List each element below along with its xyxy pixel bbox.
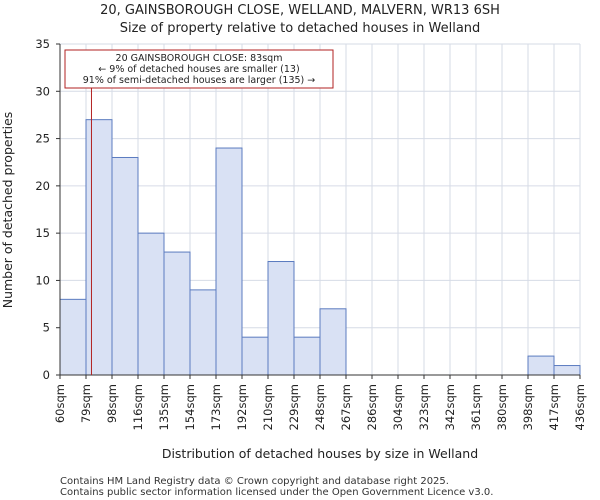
y-tick-label: 0 xyxy=(43,368,50,382)
x-tick-label: 398sqm xyxy=(521,384,535,430)
x-tick-label: 361sqm xyxy=(469,384,483,430)
y-tick-label: 35 xyxy=(35,37,50,51)
bar xyxy=(189,289,217,376)
x-tick-label: 286sqm xyxy=(365,384,379,430)
x-tick-label: 417sqm xyxy=(547,384,561,430)
x-tick-label: 229sqm xyxy=(287,384,301,430)
footer-line-1: Contains HM Land Registry data © Crown c… xyxy=(60,476,449,487)
x-tick-label: 248sqm xyxy=(313,384,327,430)
bar xyxy=(85,119,113,376)
x-tick-label: 116sqm xyxy=(131,384,145,430)
bar xyxy=(137,232,165,376)
x-tick-label: 380sqm xyxy=(495,384,509,430)
x-tick-label: 135sqm xyxy=(157,384,171,430)
x-tick-label: 98sqm xyxy=(105,384,119,423)
x-tick-label: 323sqm xyxy=(417,384,431,430)
x-tick-label: 79sqm xyxy=(79,384,93,423)
bar xyxy=(59,298,87,376)
x-ticks: 60sqm 79sqm 98sqm 116sqm 135sqm 154sqm 173sqm 1… xyxy=(53,375,587,430)
x-tick-label: 60sqm xyxy=(53,384,67,423)
annotation-border xyxy=(64,49,334,89)
bars-layer xyxy=(59,119,581,376)
annotation-line-3: 91% of semi-detached houses are larger (… xyxy=(83,75,316,86)
x-tick-label: 267sqm xyxy=(339,384,353,430)
x-axis-label: Distribution of detached houses by size … xyxy=(162,446,478,461)
annotation-box: 20 GAINSBOROUGH CLOSE: 83sqm ← 9% of det… xyxy=(64,49,334,89)
bar xyxy=(527,355,555,376)
y-tick-label: 10 xyxy=(35,273,50,287)
x-tick-label: 304sqm xyxy=(391,384,405,430)
bar xyxy=(319,308,347,376)
bar xyxy=(267,261,295,376)
y-tick-label: 5 xyxy=(43,321,50,335)
y-tick-label: 25 xyxy=(35,132,50,146)
annotation-line-1: 20 GAINSBOROUGH CLOSE: 83sqm xyxy=(116,53,283,64)
chart-title: 20, GAINSBOROUGH CLOSE, WELLAND, MALVERN… xyxy=(100,3,500,18)
bar xyxy=(293,336,321,376)
bar xyxy=(111,156,139,376)
x-tick-label: 342sqm xyxy=(443,384,457,430)
bar xyxy=(215,147,243,376)
footer-line-2: Contains public sector information licen… xyxy=(60,487,493,498)
chart-subtitle: Size of property relative to detached ho… xyxy=(120,21,481,36)
y-tick-label: 30 xyxy=(35,84,50,98)
x-tick-label: 436sqm xyxy=(573,384,587,430)
bar xyxy=(163,251,191,376)
bar xyxy=(553,365,581,376)
x-tick-label: 210sqm xyxy=(261,384,275,430)
annotation-line-2: ← 9% of detached houses are smaller (13) xyxy=(98,64,299,75)
y-tick-label: 15 xyxy=(35,226,50,240)
y-tick-label: 20 xyxy=(35,179,50,193)
x-tick-label: 154sqm xyxy=(183,384,197,430)
bar xyxy=(241,336,269,376)
x-tick-label: 173sqm xyxy=(209,384,223,430)
y-ticks: 0 5 10 15 20 25 30 35 xyxy=(35,37,60,382)
y-axis-label: Number of detached properties xyxy=(0,112,15,309)
x-tick-label: 192sqm xyxy=(235,384,249,430)
